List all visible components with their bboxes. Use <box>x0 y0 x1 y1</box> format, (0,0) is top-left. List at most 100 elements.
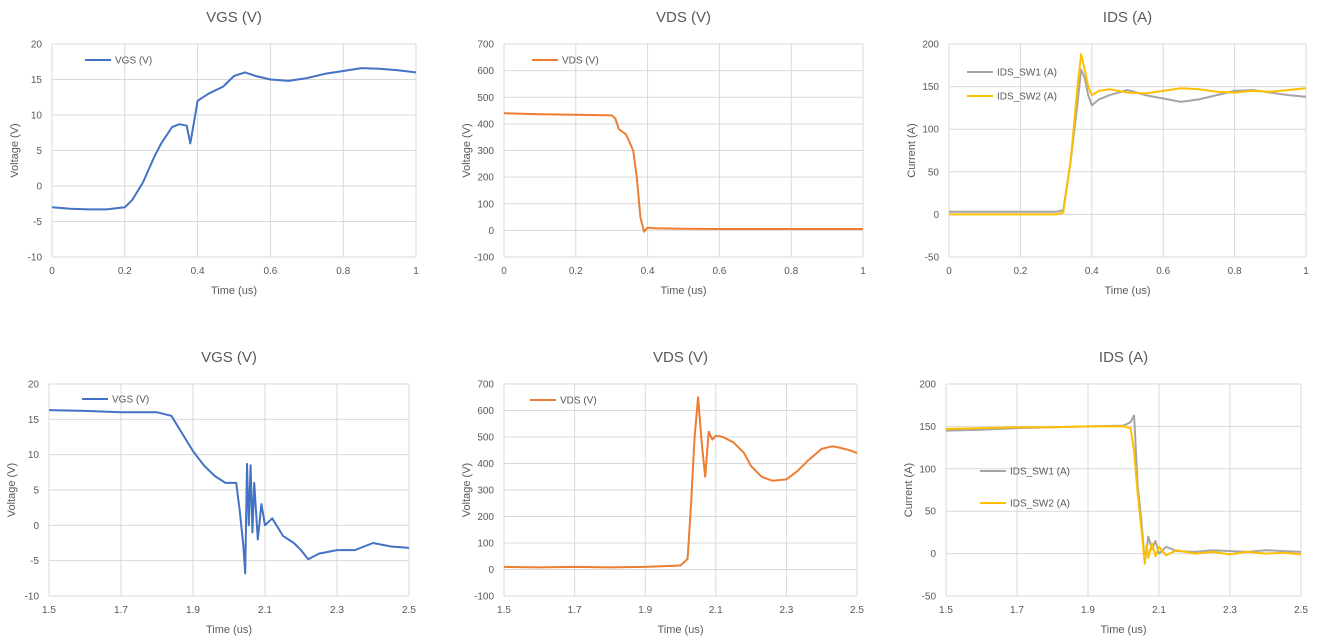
y-tick-label: 200 <box>922 40 939 51</box>
x-axis-label: Time (us) <box>206 624 252 636</box>
y-tick-label: 300 <box>477 486 494 497</box>
x-tick-label: 2.1 <box>709 605 723 616</box>
y-axis-label: Voltage (V) <box>461 463 473 517</box>
y-tick-label: 700 <box>477 40 494 51</box>
y-tick-label: 20 <box>28 380 40 391</box>
x-axis-label: Time (us) <box>211 285 257 297</box>
y-tick-label: 0 <box>488 226 494 237</box>
series-line <box>48 409 410 575</box>
series-line <box>503 396 858 569</box>
x-tick-label: 0.6 <box>263 266 277 277</box>
x-tick-label: 0.6 <box>1156 266 1170 277</box>
y-axis-label: Voltage (V) <box>9 123 21 177</box>
y-tick-label: -100 <box>474 253 494 264</box>
y-tick-label: 600 <box>477 66 494 77</box>
y-tick-label: 5 <box>33 486 39 497</box>
y-tick-label: 150 <box>919 422 936 433</box>
series-line <box>949 68 1307 213</box>
x-tick-label: 2.3 <box>330 605 344 616</box>
x-tick-label: 1.7 <box>568 605 582 616</box>
x-tick-label: 2.3 <box>1223 605 1237 616</box>
y-tick-label: 200 <box>919 380 936 391</box>
y-axis-label: Current (A) <box>903 463 915 517</box>
y-tick-label: 20 <box>31 40 43 51</box>
x-tick-label: 1 <box>860 266 866 277</box>
series-line <box>945 414 1302 564</box>
x-tick-label: 0.4 <box>641 266 655 277</box>
x-tick-label: 1.5 <box>42 605 56 616</box>
chart-title: VDS (V) <box>653 349 708 366</box>
x-tick-label: 2.5 <box>850 605 864 616</box>
x-tick-label: 0 <box>946 266 952 277</box>
x-tick-label: 0.2 <box>118 266 132 277</box>
x-tick-label: 0.4 <box>191 266 205 277</box>
y-tick-label: -100 <box>474 592 494 603</box>
x-tick-label: 0.4 <box>1085 266 1099 277</box>
legend-label: VDS (V) <box>560 396 597 407</box>
y-axis-label: Voltage (V) <box>6 463 18 517</box>
chart-title: VGS (V) <box>206 9 262 26</box>
series-line <box>51 67 417 211</box>
chart-5: 1.5 1.7 1.9 2.1 2.3 2.5 -100 0 100 200 300 400 500 60… <box>461 349 864 636</box>
y-tick-label: 0 <box>36 182 42 193</box>
x-tick-label: 0 <box>501 266 507 277</box>
y-tick-label: 10 <box>28 450 40 461</box>
series-line <box>503 112 863 233</box>
x-tick-label: 0.2 <box>569 266 583 277</box>
legend-label: VGS (V) <box>112 395 149 406</box>
x-tick-label: 1.9 <box>1081 605 1095 616</box>
x-tick-label: 1 <box>413 266 419 277</box>
legend-label: IDS_SW1 (A) <box>997 68 1057 79</box>
y-tick-label: -50 <box>925 253 940 264</box>
y-axis-label: Voltage (V) <box>461 123 473 177</box>
y-tick-label: 15 <box>31 75 43 86</box>
x-tick-label: 2.1 <box>1152 605 1166 616</box>
x-tick-label: 1.7 <box>1010 605 1024 616</box>
x-tick-label: 0.8 <box>1228 266 1242 277</box>
x-axis-label: Time (us) <box>657 624 703 636</box>
y-tick-label: 0 <box>488 565 494 576</box>
y-tick-label: 100 <box>922 125 939 136</box>
y-tick-label: 5 <box>36 146 42 157</box>
y-tick-label: -10 <box>28 253 43 264</box>
chart-title: VGS (V) <box>201 349 257 366</box>
chart-title: IDS (A) <box>1099 349 1148 366</box>
x-axis-label: Time (us) <box>660 285 706 297</box>
y-tick-label: 100 <box>477 539 494 550</box>
x-tick-label: 0.8 <box>784 266 798 277</box>
y-tick-label: -5 <box>30 556 39 567</box>
legend-label: VDS (V) <box>562 56 599 67</box>
x-axis-label: Time (us) <box>1100 624 1146 636</box>
legend-label: VGS (V) <box>115 56 152 67</box>
y-tick-label: 100 <box>477 199 494 210</box>
y-tick-label: 100 <box>919 464 936 475</box>
chart-title: IDS (A) <box>1103 9 1152 26</box>
y-tick-label: 200 <box>477 512 494 523</box>
y-tick-label: 150 <box>922 82 939 93</box>
y-tick-label: 0 <box>930 549 936 560</box>
legend-label: IDS_SW2 (A) <box>997 92 1057 103</box>
x-tick-label: 0.8 <box>336 266 350 277</box>
y-tick-label: -5 <box>33 217 42 228</box>
x-tick-label: 1.9 <box>186 605 200 616</box>
y-tick-label: 15 <box>28 415 40 426</box>
x-tick-label: 1.7 <box>114 605 128 616</box>
legend-label: IDS_SW1 (A) <box>1010 467 1070 478</box>
y-tick-label: 300 <box>477 146 494 157</box>
x-tick-label: 2.5 <box>402 605 416 616</box>
y-axis-label: Current (A) <box>906 123 918 177</box>
y-tick-label: 500 <box>477 433 494 444</box>
y-tick-label: 200 <box>477 173 494 184</box>
y-tick-label: 700 <box>477 380 494 391</box>
y-tick-label: 10 <box>31 111 43 122</box>
x-tick-label: 1.5 <box>497 605 511 616</box>
series-line <box>949 53 1307 216</box>
chart-4: 1.5 1.7 1.9 2.1 2.3 2.5 -10 -5 0 5 10 15 20 VGS (V) Ti… <box>6 349 416 636</box>
chart-1: 0 0.2 0.4 0.6 0.8 1 -10 -5 0 5 10 15 20 VGS (V) Time (… <box>9 9 419 297</box>
x-tick-label: 2.3 <box>779 605 793 616</box>
x-tick-label: 1.5 <box>939 605 953 616</box>
series-line <box>945 425 1302 565</box>
legend-label: IDS_SW2 (A) <box>1010 499 1070 510</box>
y-tick-label: 400 <box>477 119 494 130</box>
